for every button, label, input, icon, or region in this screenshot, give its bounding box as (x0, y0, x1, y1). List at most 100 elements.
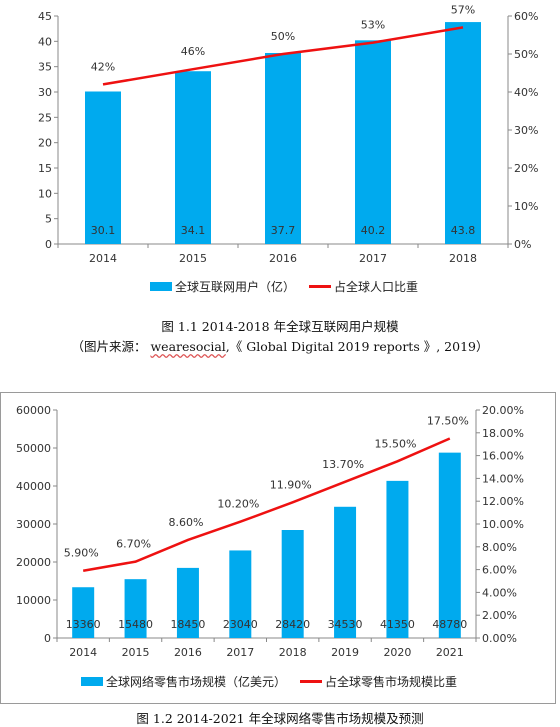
y-tick-label: 10000 (16, 594, 51, 607)
chart-2-legend: 全球网络零售市场规模（亿美元） 占全球零售市场规模比重 (81, 673, 457, 690)
y2-tick-label: 30% (514, 124, 538, 137)
y2-tick-label: 12.00% (482, 495, 524, 508)
x-tick-label: 2016 (174, 646, 202, 659)
line-data-label: 8.60% (168, 516, 203, 529)
line-data-label: 42% (91, 60, 115, 73)
bar-data-label: 15480 (118, 618, 153, 631)
y-tick-label: 40000 (16, 480, 51, 493)
bar (176, 567, 199, 638)
bar (175, 71, 211, 244)
y2-tick-label: 16.00% (482, 450, 524, 463)
source-link: wearesocial (150, 339, 226, 354)
y-tick-label: 0 (45, 238, 52, 251)
bar-data-label: 18450 (170, 618, 205, 631)
x-tick-label: 2017 (359, 252, 387, 265)
y-tick-label: 0 (44, 632, 51, 645)
y-tick-label: 20 (38, 137, 52, 150)
legend-bar-swatch (150, 282, 172, 291)
line-data-label: 46% (181, 45, 205, 58)
x-tick-label: 2017 (226, 646, 254, 659)
x-tick-label: 2015 (122, 646, 150, 659)
y2-tick-label: 20% (514, 162, 538, 175)
y2-tick-label: 2.00% (482, 609, 517, 622)
line-data-label: 6.70% (116, 538, 151, 551)
y-tick-label: 40 (38, 35, 52, 48)
legend-line-label: 占全球人口比重 (334, 280, 419, 294)
bar (334, 506, 357, 638)
x-tick-label: 2015 (179, 252, 207, 265)
y2-tick-label: 18.00% (482, 427, 524, 440)
line-data-label: 57% (451, 3, 475, 16)
line-data-label: 53% (361, 19, 385, 32)
x-tick-label: 2021 (436, 646, 464, 659)
chart-1-legend: 全球互联网用户（亿） 占全球人口比重 (150, 278, 418, 295)
bar (229, 550, 252, 638)
y-tick-label: 45 (38, 10, 52, 23)
bar-data-label: 28420 (275, 618, 310, 631)
chart-2-plot: 0 10000 20000 30000 40000 50000 60000 0.00% 2.00… (16, 404, 524, 659)
chart-2: 0 10000 20000 30000 40000 50000 60000 0.00% 2.00… (0, 392, 556, 704)
y2-tick-label: 20.00% (482, 404, 524, 417)
y-tick-label: 30000 (16, 518, 51, 531)
x-tick-label: 2014 (89, 252, 117, 265)
bar-data-label: 23040 (223, 618, 258, 631)
line-data-label: 5.90% (64, 547, 99, 560)
y-tick-label: 60000 (16, 404, 51, 417)
line-data-label: 50% (271, 30, 295, 43)
y2-tick-label: 40% (514, 86, 538, 99)
bar (386, 480, 409, 638)
y2-tick-label: 14.00% (482, 472, 524, 485)
y-tick-label: 20000 (16, 556, 51, 569)
y2-tick-label: 10.00% (482, 518, 524, 531)
x-tick-label: 2019 (331, 646, 359, 659)
line-series (82, 437, 451, 572)
bar-data-label: 13360 (66, 618, 101, 631)
bar-data-label: 34530 (328, 618, 363, 631)
line-data-label: 17.50% (427, 415, 469, 428)
y2-tick-label: 50% (514, 48, 538, 61)
source-suffix: ,《 Global Digital 2019 reports 》, 2019） (225, 339, 489, 354)
bar (265, 52, 301, 245)
chart-1: 0 5 10 15 20 25 30 35 40 45 0% 10% 20% 30% 40% 50% 60% 20… (0, 0, 556, 308)
line-data-label: 10.20% (217, 498, 259, 511)
bar (445, 22, 481, 244)
y-tick-label: 15 (38, 162, 52, 175)
y2-tick-label: 8.00% (482, 541, 517, 554)
y-tick-label: 10 (38, 187, 52, 200)
bar-data-label: 41350 (380, 618, 415, 631)
chart-1-plot: 0 5 10 15 20 25 30 35 40 45 0% 10% 20% 30% 40% 50% 60% 20… (38, 3, 538, 265)
x-tick-label: 2018 (279, 646, 307, 659)
x-tick-label: 2014 (69, 646, 97, 659)
y-tick-label: 50000 (16, 442, 51, 455)
bar (124, 579, 147, 638)
y2-tick-label: 0% (514, 238, 531, 251)
bar-data-label: 48780 (432, 618, 467, 631)
figure-2-caption: 图 1.2 2014-2021 年全球网络零售市场规模及预测 (136, 711, 424, 726)
y2-tick-label: 6.00% (482, 564, 517, 577)
y-tick-label: 35 (38, 61, 52, 74)
legend-line-swatch (300, 680, 323, 683)
figure-1-source: （图片来源： wearesocial,《 Global Digital 2019… (0, 336, 560, 355)
source-prefix: （图片来源： (71, 339, 151, 354)
legend-bar-label: 全球互联网用户（亿） (175, 280, 296, 294)
bar-data-label: 43.8 (451, 224, 476, 237)
bar-data-label: 30.1 (91, 224, 116, 237)
bar-data-label: 34.1 (181, 224, 206, 237)
line-data-label: 13.70% (322, 458, 364, 471)
x-tick-label: 2018 (449, 252, 477, 265)
bar-data-label: 37.7 (271, 224, 296, 237)
y-tick-label: 5 (45, 213, 52, 226)
legend-line-swatch (309, 285, 332, 288)
bar-data-label: 40.2 (361, 224, 386, 237)
line-series (102, 26, 464, 86)
x-tick-label: 2016 (269, 252, 297, 265)
y2-tick-label: 0.00% (482, 632, 517, 645)
y-tick-label: 25 (38, 111, 52, 124)
y2-tick-label: 10% (514, 200, 538, 213)
legend-bar-swatch (81, 677, 103, 686)
figure-1-caption: 图 1.1 2014-2018 年全球互联网用户规模 (161, 319, 399, 334)
bar (438, 452, 461, 638)
y-tick-label: 30 (38, 86, 52, 99)
legend-line-label: 占全球零售市场规模比重 (325, 675, 458, 689)
line-data-label: 11.90% (270, 478, 312, 491)
